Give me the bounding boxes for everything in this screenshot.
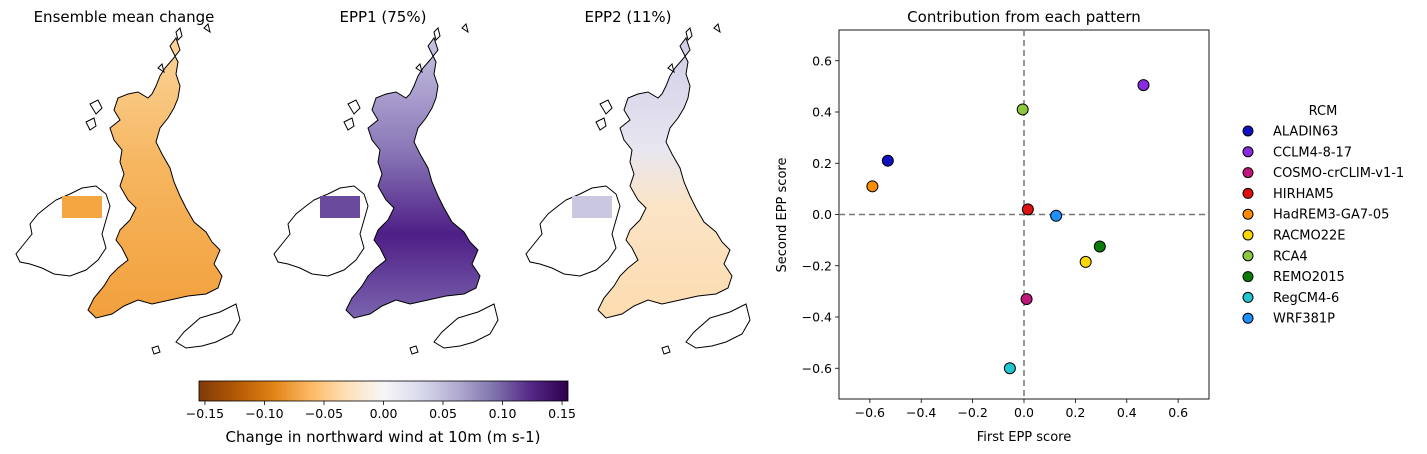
map-title-ensemble: Ensemble mean change — [34, 8, 215, 26]
island-outline — [157, 63, 165, 74]
x-ticks: −0.6 −0.4 −0.2 0.0 0.2 0.4 0.6 — [855, 399, 1188, 420]
y-tick-label: −0.4 — [802, 310, 832, 325]
island-outline — [343, 117, 355, 131]
point-hadrem3-ga7-05 — [866, 180, 879, 193]
island-outline — [661, 345, 671, 355]
colorbar-tick-label: −0.05 — [305, 406, 343, 421]
point-remo2015 — [1093, 240, 1106, 253]
y-tick-label: 0.0 — [812, 207, 832, 222]
island-outline — [85, 117, 97, 131]
point-cclm4-8-17 — [1137, 79, 1150, 92]
point-rca4 — [1016, 103, 1029, 116]
legend-label: WRF381P — [1273, 312, 1335, 327]
legend-marker — [1242, 167, 1254, 179]
point-wrf381p — [1050, 209, 1063, 222]
great-britain-outline — [345, 36, 481, 319]
map-epp1 — [273, 23, 499, 355]
point-cosmo-crclim-v1-1 — [1020, 293, 1033, 306]
x-tick-label: 0.0 — [1014, 405, 1034, 420]
island-outline — [203, 23, 211, 34]
legend-label: HadREM3-GA7-05 — [1273, 208, 1389, 223]
colorbar-tick-label: 0.15 — [548, 406, 576, 421]
great-britain-outline — [597, 36, 733, 319]
island-outline — [713, 23, 721, 34]
great-britain-outline — [87, 36, 223, 319]
legend-label: RegCM4-6 — [1273, 291, 1339, 306]
legend-marker — [1242, 187, 1254, 199]
x-tick-label: 0.6 — [1168, 405, 1188, 420]
y-tick-label: 0.4 — [812, 105, 832, 120]
island-outline — [175, 303, 241, 349]
map-ensemble-mean — [15, 23, 241, 355]
map-title-epp2: EPP2 (11%) — [585, 8, 672, 26]
legend-marker — [1242, 291, 1254, 303]
map-epp2 — [525, 23, 751, 355]
colorbar-label: Change in northward wind at 10m (m s-1) — [226, 428, 541, 446]
colorbar — [198, 380, 569, 402]
legend-label: CCLM4-8-17 — [1273, 145, 1352, 160]
y-tick-label: 0.6 — [812, 53, 832, 68]
legend-marker — [1242, 250, 1254, 262]
colorbar-tick-label: 0.10 — [489, 406, 517, 421]
island-outline — [685, 27, 693, 41]
legend-title: RCM — [1309, 104, 1338, 119]
legend-marker — [1242, 271, 1254, 283]
y-axis-label: Second EPP score — [775, 158, 790, 273]
legend-label: HIRHAM5 — [1273, 187, 1334, 202]
legend-marker — [1242, 146, 1254, 158]
reference-lines — [839, 30, 1209, 399]
x-tick-label: −0.2 — [957, 405, 987, 420]
data-points — [866, 79, 1150, 375]
x-tick-label: 0.2 — [1065, 405, 1085, 420]
map-title-epp1: EPP1 (75%) — [340, 8, 427, 26]
island-outline — [415, 63, 423, 74]
island-outline — [667, 63, 675, 74]
colorbar-tick-label: 0.05 — [429, 406, 457, 421]
point-aladin63 — [881, 154, 894, 167]
island-outline — [151, 345, 161, 355]
island-outline — [599, 99, 613, 115]
northern-ireland-field — [320, 196, 360, 218]
point-racmo22e — [1079, 255, 1092, 268]
island-outline — [347, 99, 361, 115]
legend-marker — [1242, 125, 1254, 137]
legend-marker — [1242, 229, 1254, 241]
point-regcm4-6 — [1003, 362, 1016, 375]
island-outline — [461, 23, 469, 34]
scatter-plot: −0.6 −0.4 −0.2 0.0 0.2 0.4 0.6 −0.6 −0.4 −0.2 0.0… — [802, 29, 1210, 420]
island-outline — [595, 117, 607, 131]
island-outline — [433, 27, 441, 41]
colorbar-tick-label: −0.15 — [186, 406, 224, 421]
x-tick-label: −0.6 — [855, 405, 885, 420]
colorbar-tick-label: 0.00 — [370, 406, 398, 421]
legend-label: RACMO22E — [1273, 229, 1345, 244]
island-outline — [685, 303, 751, 349]
y-tick-label: 0.2 — [812, 156, 832, 171]
legend-marker — [1242, 312, 1254, 324]
colorbar-tick-label: −0.10 — [245, 406, 283, 421]
northern-ireland-field — [62, 196, 102, 218]
x-tick-label: −0.4 — [906, 405, 936, 420]
point-hirham5 — [1021, 203, 1034, 216]
northern-ireland-field — [572, 196, 612, 218]
island-outline — [89, 99, 103, 115]
legend-label: REMO2015 — [1273, 270, 1345, 285]
legend-label: RCA4 — [1273, 249, 1308, 264]
island-outline — [409, 345, 419, 355]
legend-label: COSMO-crCLIM-v1-1 — [1273, 166, 1404, 181]
y-tick-label: −0.6 — [802, 361, 832, 376]
legend-label: ALADIN63 — [1273, 125, 1338, 140]
legend: ALADIN63 CCLM4-8-17 COSMO-crCLIM-v1-1 HIRHA… — [1242, 125, 1404, 327]
y-tick-label: −0.2 — [802, 258, 832, 273]
legend-marker — [1242, 208, 1254, 220]
island-outline — [175, 27, 183, 41]
x-axis-label: First EPP score — [977, 430, 1071, 445]
island-outline — [433, 303, 499, 349]
colorbar-ticks: −0.15 −0.10 −0.05 0.00 0.05 0.10 0.15 — [186, 401, 576, 421]
x-tick-label: 0.4 — [1117, 405, 1137, 420]
scatter-title: Contribution from each pattern — [907, 8, 1141, 26]
y-ticks: −0.6 −0.4 −0.2 0.0 0.2 0.4 0.6 — [802, 53, 839, 376]
